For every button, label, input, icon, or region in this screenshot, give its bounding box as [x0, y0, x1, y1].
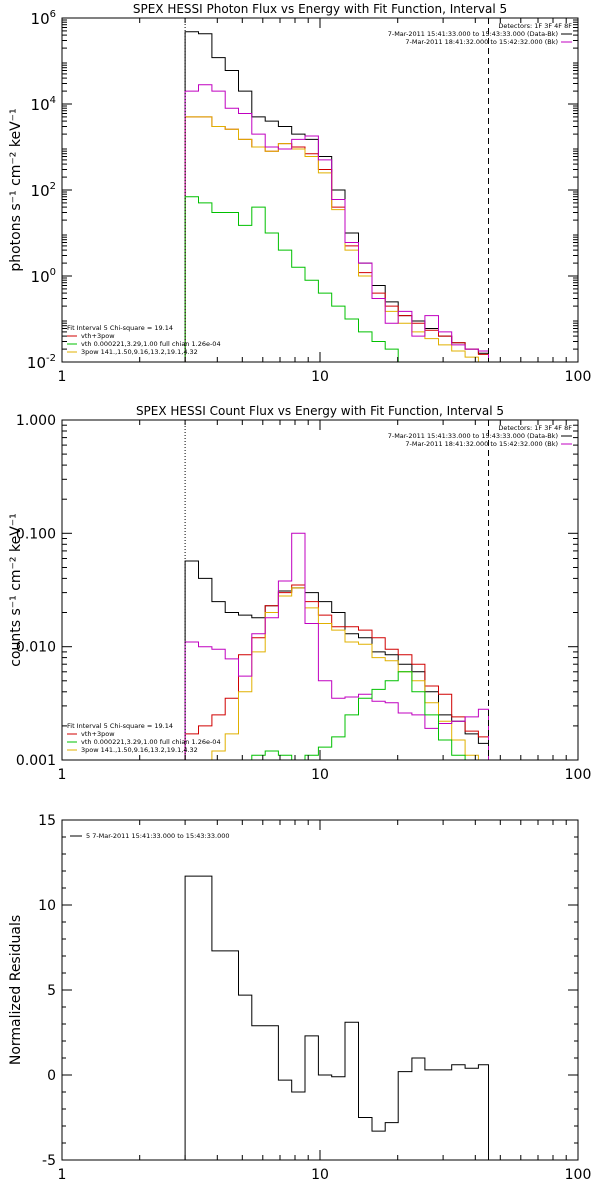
- legend-entry-bl: vth 0.000221,3.29,1.00 full chian 1.26e-…: [81, 340, 221, 348]
- y-tick-label: 10-2: [27, 353, 56, 372]
- x-tick-label: 10: [311, 767, 329, 783]
- chart-panel-3: 1 10 100 -5 0 5 10 15 Normalized Residuals 5 7-Ma…: [8, 813, 591, 1183]
- x-tick-label: 100: [565, 369, 592, 385]
- series-3-histogram: [184, 116, 489, 362]
- y-tick-exponent: 4: [50, 95, 56, 106]
- x-axis-ticks: [61, 820, 567, 1160]
- y-tick-exponent: 6: [50, 9, 56, 20]
- series-4-histogram: [184, 84, 489, 362]
- y-axis-label: Normalized Residuals: [8, 915, 24, 1065]
- y-tick-exponent: 0: [50, 267, 56, 278]
- y-axis-ticks: [62, 17, 578, 363]
- y-tick-label: 104: [31, 95, 56, 114]
- series-5-histogram: [185, 671, 489, 760]
- y-axis-label: photons s⁻¹ cm⁻² keV⁻¹: [8, 108, 24, 271]
- legend-entry-bl: vth+3pow: [81, 730, 115, 738]
- legend-entry-bl: 3pow 141.,1.50,9.16,13.2,19.1,4.32: [81, 348, 198, 356]
- y-tick-label: 10: [38, 898, 56, 914]
- y-tick-label: 0.001: [16, 753, 56, 769]
- plot-frame: [61, 819, 579, 1161]
- legend-entry-tr: 7-Mar-2011 18:41:32.000 to 15:42:32.000 …: [405, 38, 558, 46]
- plot-frame: [61, 419, 579, 761]
- y-tick-exponent: -2: [46, 353, 56, 364]
- legend-entry-bl: vth 0.000221,3.29,1.00 full chian 1.26e-…: [81, 738, 221, 746]
- legend-entry-bl: vth+3pow: [81, 332, 115, 340]
- series-1-histogram: [184, 875, 489, 1160]
- x-tick-label: 1: [58, 1167, 67, 1183]
- y-tick-label: -5: [42, 1153, 56, 1169]
- y-tick-label: 1.000: [16, 413, 56, 429]
- y-tick-exponent: 2: [50, 181, 56, 192]
- y-axis-ticks: [62, 819, 578, 1161]
- legend-entry-tl: 5 7-Mar-2011 15:41:33.000 to 15:43:33.00…: [86, 832, 229, 840]
- legend-entry-tr: Detectors: 1F 3F 4F 8F: [498, 22, 572, 30]
- series-5-histogram: [184, 196, 489, 362]
- y-axis-label: counts s⁻¹ cm⁻² keV⁻¹: [8, 513, 24, 667]
- y-tick-label: 100: [31, 267, 56, 286]
- legend-entry-bl: Fit Interval 5 Chi-square = 19.14: [67, 324, 173, 332]
- legend-entry-tr: Detectors: 1F 3F 4F 8F: [498, 424, 572, 432]
- y-tick-label: 106: [31, 9, 56, 28]
- x-axis-ticks: [61, 18, 567, 362]
- y-tick-label: 102: [31, 181, 56, 200]
- legend-entry-bl: 3pow 141.,1.50,9.16,13.2,19.1,4.32: [81, 746, 198, 754]
- x-tick-label: 100: [565, 1167, 592, 1183]
- legend-entry-tr: 7-Mar-2011 15:41:33.000 to 15:43:33.000 …: [388, 30, 558, 38]
- x-tick-label: 1: [58, 767, 67, 783]
- chart-panel-1: 1 10 100 10-2 100 102 104 106 SPEX HESSI Photon …: [8, 2, 591, 385]
- x-tick-label: 1: [58, 369, 67, 385]
- plot-frame: [61, 17, 579, 363]
- y-tick-label: 5: [47, 983, 56, 999]
- series-1-histogram: [184, 560, 489, 760]
- legend-entry-tr: 7-Mar-2011 18:41:32.000 to 15:42:32.000 …: [405, 440, 558, 448]
- y-tick-label: 0.010: [16, 640, 56, 656]
- x-tick-label: 10: [311, 1167, 329, 1183]
- series-1-histogram: [184, 31, 489, 362]
- legend-entry-bl: Fit Interval 5 Chi-square = 19.14: [67, 722, 173, 730]
- series-3-histogram: [185, 587, 489, 760]
- x-axis-ticks: [61, 420, 567, 760]
- y-tick-label: 0.100: [16, 526, 56, 542]
- series-4-histogram: [184, 532, 489, 760]
- legend-entry-tr: 7-Mar-2011 15:41:33.000 to 15:43:33.000 …: [388, 432, 558, 440]
- y-tick-label: 15: [38, 813, 56, 829]
- y-axis-ticks: [62, 419, 578, 761]
- series-2-histogram: [184, 116, 489, 362]
- chart-title: SPEX HESSI Photon Flux vs Energy with Fi…: [133, 2, 507, 16]
- x-tick-label: 100: [565, 767, 592, 783]
- chart-panel-2: 1 10 100 0.001 0.010 0.100 1.000 SPEX HESSI Cou…: [8, 404, 591, 783]
- y-tick-label: 0: [47, 1068, 56, 1084]
- x-tick-label: 10: [311, 369, 329, 385]
- chart-title: SPEX HESSI Count Flux vs Energy with Fit…: [136, 404, 504, 418]
